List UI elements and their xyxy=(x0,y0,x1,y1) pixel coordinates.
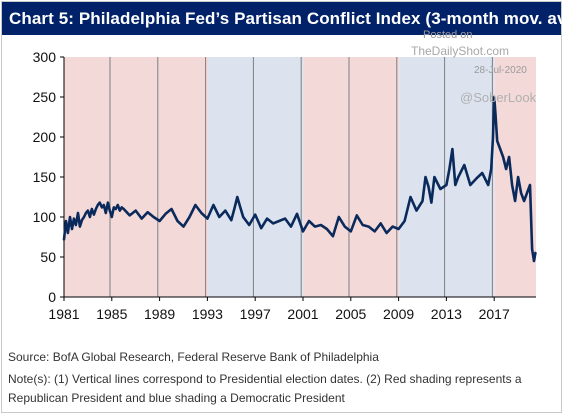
x-tick-label-4: 1997 xyxy=(240,306,271,322)
x-tick-label-9: 2017 xyxy=(479,306,510,322)
tick-labels: 0 50 100 150 200 250 300 1981 1985 1989 1993 1997 20… xyxy=(33,49,510,322)
x-tick-label-0: 1981 xyxy=(48,306,79,322)
x-tick-label-1: 1985 xyxy=(96,306,127,322)
shade-band-1 xyxy=(207,57,304,297)
x-tick-label-2: 1989 xyxy=(144,306,175,322)
watermark-posted: Posted on xyxy=(423,29,473,41)
chart-axes xyxy=(60,56,536,301)
y-tick-label-5: 250 xyxy=(33,89,57,105)
shade-band-0 xyxy=(64,57,208,297)
watermark-date: 28-Jul-2020 xyxy=(474,65,527,76)
y-tick-label-6: 300 xyxy=(33,49,57,65)
x-tick-label-7: 2009 xyxy=(383,306,414,322)
chart-title-bar: Chart 5: Philadelphia Fed’s Partisan Con… xyxy=(2,2,564,35)
y-tick-label-3: 150 xyxy=(33,169,57,185)
y-tick-label-1: 50 xyxy=(40,249,56,265)
y-tick-label-4: 200 xyxy=(33,129,57,145)
y-tick-label-0: 0 xyxy=(48,289,56,305)
x-tick-label-3: 1993 xyxy=(192,306,223,322)
shade-band-2 xyxy=(303,57,400,297)
series-lines xyxy=(62,95,537,263)
shade-band-4 xyxy=(494,57,536,297)
source-note: Source: BofA Global Research, Federal Re… xyxy=(8,350,379,364)
x-tick-label-5: 2001 xyxy=(287,306,318,322)
x-tick-label-8: 2013 xyxy=(431,306,462,322)
footnote-line-1: Note(s): (1) Vertical lines correspond t… xyxy=(8,372,522,386)
y-tick-label-2: 100 xyxy=(33,209,57,225)
election-lines xyxy=(109,57,493,297)
footnote-line-2: Republican President and blue shading a … xyxy=(8,391,345,405)
x-tick-label-6: 2005 xyxy=(335,306,366,322)
chart-title: Chart 5: Philadelphia Fed’s Partisan Con… xyxy=(9,9,564,28)
series-line-0 xyxy=(62,95,537,263)
watermark-site: TheDailyShot.com xyxy=(411,44,510,58)
watermark-handle: @SoberLook xyxy=(460,90,537,105)
